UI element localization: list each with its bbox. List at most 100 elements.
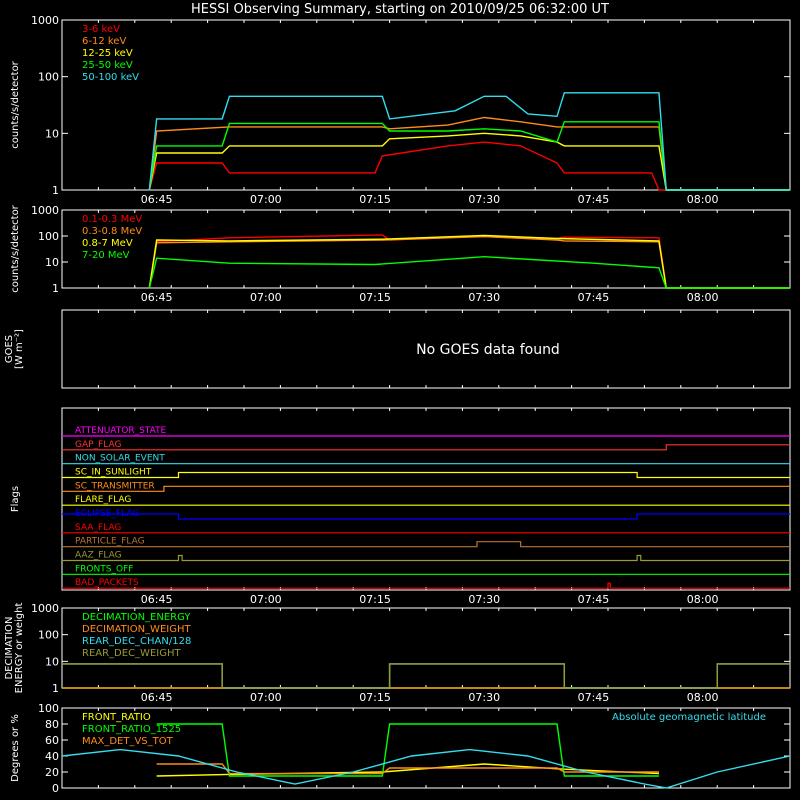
lc_high-legend-entry: 0.1-0.3 MeV <box>82 214 142 225</box>
ratios-ytick-label: 100 <box>38 702 59 715</box>
lc_low-time-label: 07:15 <box>359 193 391 206</box>
lc_low-frame <box>61 19 791 191</box>
flag-label-sc_transmitter: SC_TRANSMITTER <box>75 481 155 491</box>
decimation-time-label: 06:45 <box>141 691 173 704</box>
lc_high-legend-entry: 7-20 MeV <box>82 250 130 261</box>
lc_low-ytick-label: 1000 <box>31 14 59 27</box>
lc_low-ytick-label: 10 <box>45 127 59 140</box>
lc_low-series-line <box>148 121 790 191</box>
ratios-annotation: Absolute geomagnetic latitude <box>612 712 766 723</box>
goes-ylabel: GOES <box>4 335 15 363</box>
flags-time-label: 07:15 <box>359 593 391 606</box>
decimation-ytick-label: 100 <box>38 629 59 642</box>
decimation-ytick-label: 10 <box>45 655 59 668</box>
flag-label-eclipse_flag: ECLIPSE_FLAG <box>75 509 139 519</box>
decimation-legend-entry: REAR_DEC_CHAN/128 <box>82 636 191 647</box>
decimation-legend-entry: REAR_DEC_WEIGHT <box>82 648 181 659</box>
flag-label-sc_in_sunlight: SC_IN_SUNLIGHT <box>75 468 152 478</box>
goes-ylabel: [W m⁻²] <box>14 329 25 369</box>
ratios-ytick-label: 60 <box>45 734 59 747</box>
lc_high-series-line <box>148 234 790 289</box>
flag-label-attenuator_state: ATTENUATOR_STATE <box>75 426 167 436</box>
flag-label-gap_flag: GAP_FLAG <box>75 440 121 450</box>
lc_low-time-label: 07:45 <box>578 193 610 206</box>
flags-time-label: 07:30 <box>468 593 500 606</box>
lc_high-time-label: 07:30 <box>468 291 500 304</box>
lc_low-ytick-label: 100 <box>38 71 59 84</box>
lc_high-time-label: 07:45 <box>578 291 610 304</box>
lc_low-time-label: 07:30 <box>468 193 500 206</box>
flag-line-bad_packets <box>62 582 790 589</box>
flag-label-fronts_off: FRONTS_OFF <box>75 564 133 574</box>
lc_low-series-line <box>148 116 790 191</box>
lc_high-legend-entry: 0.3-0.8 MeV <box>82 226 142 237</box>
lc_low-legend-entry: 6-12 keV <box>82 36 126 47</box>
decimation-time-label: 07:15 <box>359 691 391 704</box>
decimation-ylabel: DECIMATION <box>4 616 15 679</box>
ratios-ytick-label: 40 <box>45 750 59 763</box>
lc_high-ytick-label: 100 <box>38 230 59 243</box>
lc_low-legend-entry: 50-100 keV <box>82 72 139 83</box>
lc_low-series-line <box>148 132 790 191</box>
lc_high-time-label: 06:45 <box>141 291 173 304</box>
decimation-legend-entry: DECIMATION_WEIGHT <box>82 624 191 635</box>
ratios-series-line <box>156 763 659 775</box>
decimation-legend-entry: DECIMATION_ENERGY <box>82 612 191 623</box>
lc_low-ylabel: counts/s/detector <box>10 60 21 148</box>
flag-line-eclipse_flag <box>62 513 790 520</box>
flag-label-bad_packets: BAD_PACKETS <box>75 578 139 588</box>
flag-label-flare_flag: FLARE_FLAG <box>75 495 131 505</box>
lc_high-ytick-label: 1000 <box>31 204 59 217</box>
flag-line-gap_flag <box>62 444 790 451</box>
lc_low-time-label: 08:00 <box>687 193 719 206</box>
lc_low-ytick-label: 1 <box>52 184 59 197</box>
decimation-time-label: 07:00 <box>250 691 282 704</box>
lc_low-series-line <box>148 141 790 191</box>
flag-line-sc_transmitter <box>62 485 790 492</box>
lc_high-series-line <box>148 234 790 289</box>
lc_low-series-line <box>148 92 790 191</box>
ratios-legend-entry: FRONT_RATIO_1525 <box>82 724 181 735</box>
decimation-time-label: 08:00 <box>687 691 719 704</box>
flag-label-aaz_flag: AAZ_FLAG <box>75 551 122 561</box>
lc_low-time-label: 06:45 <box>141 193 173 206</box>
lc_high-ytick-label: 10 <box>45 256 59 269</box>
decimation-series-line <box>62 663 790 689</box>
flags-time-label: 08:00 <box>687 593 719 606</box>
lc_low-legend-entry: 12-25 keV <box>82 48 133 59</box>
ratios-ytick-label: 80 <box>45 718 59 731</box>
flag-line-particle_flag <box>62 541 790 548</box>
lc_high-legend-entry: 0.8-7 MeV <box>82 238 133 249</box>
decimation-time-label: 07:45 <box>578 691 610 704</box>
decimation-series-line <box>62 663 790 689</box>
flags-time-label: 07:45 <box>578 593 610 606</box>
flags-time-label: 07:00 <box>250 593 282 606</box>
lc_high-series-line <box>148 255 790 289</box>
flag-label-saa_flag: SAA_FLAG <box>75 523 121 533</box>
decimation-time-label: 07:30 <box>468 691 500 704</box>
lc_low-legend-entry: 25-50 keV <box>82 60 133 71</box>
flag-line-aaz_flag <box>62 554 790 562</box>
flags-frame <box>61 407 791 591</box>
flags-time-label: 06:45 <box>141 593 173 606</box>
lc_high-series-line <box>148 235 790 289</box>
lc_high-ylabel: counts/s/detector <box>10 204 21 292</box>
ratios-ylabel: Degrees or % <box>10 714 21 782</box>
lc_low-time-label: 07:00 <box>250 193 282 206</box>
ratios-series-line <box>156 723 659 777</box>
lc_high-time-label: 08:00 <box>687 291 719 304</box>
decimation-ylabel: ENERGY or weight <box>14 603 25 694</box>
figure-title: HESSI Observing Summary, starting on 201… <box>191 2 609 17</box>
lc_high-time-label: 07:00 <box>250 291 282 304</box>
ratios-legend-entry: FRONT_RATIO <box>82 712 151 723</box>
flags-ylabel: Flags <box>10 486 21 512</box>
lc_high-time-label: 07:15 <box>359 291 391 304</box>
decimation-ytick-label: 1 <box>52 682 59 695</box>
flag-label-particle_flag: PARTICLE_FLAG <box>75 537 145 547</box>
decimation-ytick-label: 1000 <box>31 602 59 615</box>
ratios-ytick-label: 0 <box>52 782 59 795</box>
flag-line-sc_in_sunlight <box>62 471 790 479</box>
lc_high-ytick-label: 1 <box>52 282 59 295</box>
flag-label-non_solar_event: NON_SOLAR_EVENT <box>75 454 165 464</box>
